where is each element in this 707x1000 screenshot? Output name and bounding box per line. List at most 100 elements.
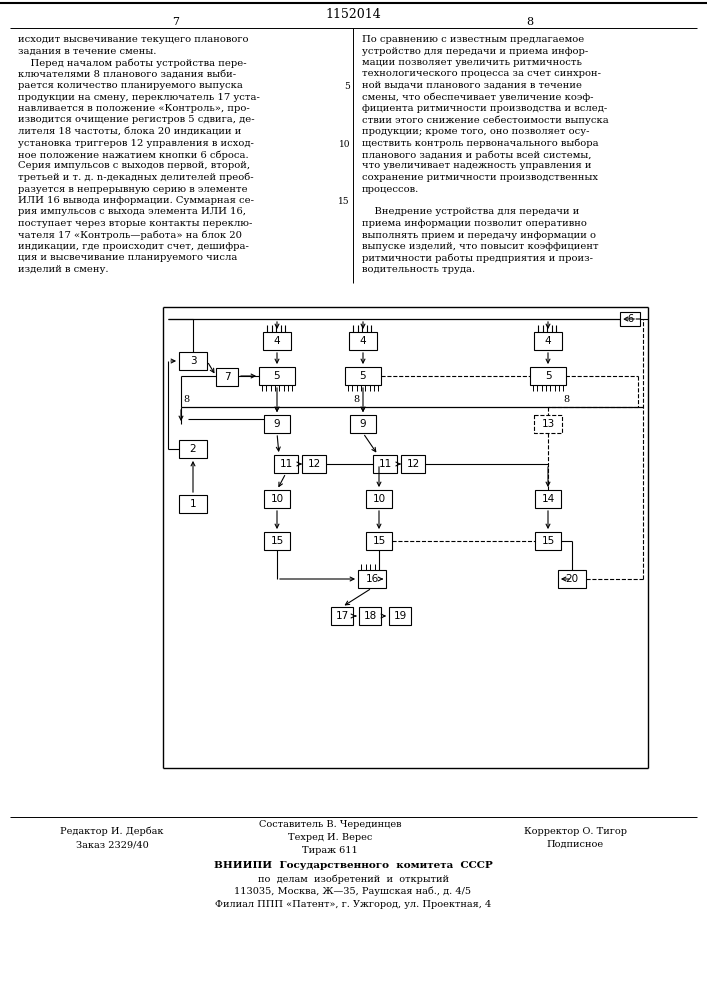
Text: 6: 6	[627, 314, 633, 324]
Bar	[331, 607, 353, 625]
Bar	[302, 455, 326, 473]
Text: поступает через вторые контакты переклю-: поступает через вторые контакты переклю-	[18, 219, 252, 228]
Text: ной выдачи планового задания в течение: ной выдачи планового задания в течение	[362, 81, 582, 90]
Bar	[264, 532, 290, 550]
Text: выпуске изделий, что повысит коэффициент: выпуске изделий, что повысит коэффициент	[362, 242, 599, 251]
Bar	[534, 415, 562, 433]
Text: ключателями 8 планового задания выби-: ключателями 8 планового задания выби-	[18, 70, 236, 79]
Text: мации позволяет увеличить ритмичность: мации позволяет увеличить ритмичность	[362, 58, 582, 67]
Text: Филиал ППП «Патент», г. Ужгород, ул. Проектная, 4: Филиал ППП «Патент», г. Ужгород, ул. Про…	[215, 900, 491, 909]
Text: Внедрение устройства для передачи и: Внедрение устройства для передачи и	[362, 208, 579, 217]
Text: продукции; кроме того, оно позволяет осу-: продукции; кроме того, оно позволяет осу…	[362, 127, 590, 136]
Text: продукции на смену, переключатель 17 уста-: продукции на смену, переключатель 17 уст…	[18, 93, 260, 102]
Text: технологического процесса за счет синхрон-: технологического процесса за счет синхро…	[362, 70, 601, 79]
Text: ция и высвечивание планируемого числа: ция и высвечивание планируемого числа	[18, 253, 238, 262]
Text: 4: 4	[360, 336, 366, 346]
Text: ществить контроль первоначального выбора: ществить контроль первоначального выбора	[362, 138, 599, 148]
Text: Составитель В. Черединцев: Составитель В. Черединцев	[259, 820, 402, 829]
Bar	[274, 455, 298, 473]
Bar	[535, 490, 561, 508]
Bar	[373, 455, 397, 473]
Bar	[345, 367, 381, 385]
Bar	[179, 495, 207, 513]
Text: 8: 8	[563, 395, 569, 404]
Text: 7: 7	[173, 17, 180, 27]
Text: по  делам  изобретений  и  открытий: по делам изобретений и открытий	[257, 874, 448, 884]
Text: 5: 5	[360, 371, 366, 381]
Text: ное положение нажатием кнопки 6 сброса.: ное положение нажатием кнопки 6 сброса.	[18, 150, 249, 159]
Text: изделий в смену.: изделий в смену.	[18, 265, 108, 274]
Text: рия импульсов с выхода элемента ИЛИ 16,: рия импульсов с выхода элемента ИЛИ 16,	[18, 208, 246, 217]
Text: сохранение ритмичности производственных: сохранение ритмичности производственных	[362, 173, 598, 182]
Text: 10: 10	[271, 494, 284, 504]
Bar	[530, 367, 566, 385]
Text: 8: 8	[527, 17, 534, 27]
Text: 7: 7	[223, 372, 230, 382]
Text: 12: 12	[308, 459, 321, 469]
Bar	[259, 367, 295, 385]
Text: 2: 2	[189, 444, 197, 454]
Text: 9: 9	[360, 419, 366, 429]
Text: смены, что обеспечивает увеличение коэф-: смены, что обеспечивает увеличение коэф-	[362, 93, 593, 102]
Text: что увеличивает надежность управления и: что увеличивает надежность управления и	[362, 161, 592, 170]
Text: 4: 4	[274, 336, 280, 346]
Text: 20: 20	[566, 574, 578, 584]
Text: задания в течение смены.: задания в течение смены.	[18, 46, 156, 55]
Bar	[263, 332, 291, 350]
Bar	[264, 415, 290, 433]
Bar	[535, 532, 561, 550]
Text: планового задания и работы всей системы,: планового задания и работы всей системы,	[362, 150, 592, 159]
Text: Корректор О. Тигор: Корректор О. Тигор	[523, 827, 626, 836]
Text: 13: 13	[542, 419, 554, 429]
Text: Тираж 611: Тираж 611	[302, 846, 358, 855]
Text: Заказ 2329/40: Заказ 2329/40	[76, 840, 148, 849]
Text: ритмичности работы предприятия и произ-: ритмичности работы предприятия и произ-	[362, 253, 593, 263]
Text: разуется в непрерывную серию в элементе: разуется в непрерывную серию в элементе	[18, 184, 247, 194]
Text: 1152014: 1152014	[325, 7, 381, 20]
Text: По сравнению с известным предлагаемое: По сравнению с известным предлагаемое	[362, 35, 584, 44]
Bar	[216, 368, 238, 386]
Text: 10: 10	[373, 494, 385, 504]
Text: 14: 14	[542, 494, 554, 504]
Bar	[620, 312, 640, 326]
Text: 8: 8	[183, 395, 189, 404]
Bar	[534, 332, 562, 350]
Bar	[366, 490, 392, 508]
Text: Техред И. Верес: Техред И. Верес	[288, 833, 372, 842]
Text: 4: 4	[544, 336, 551, 346]
Bar	[401, 455, 425, 473]
Text: 18: 18	[363, 611, 377, 621]
Text: исходит высвечивание текущего планового: исходит высвечивание текущего планового	[18, 35, 248, 44]
Bar	[358, 570, 386, 588]
Bar	[179, 440, 207, 458]
Text: 11: 11	[378, 459, 392, 469]
Text: устройство для передачи и приема инфор-: устройство для передачи и приема инфор-	[362, 46, 588, 55]
Bar	[389, 607, 411, 625]
Text: изводится очищение регистров 5 сдвига, де-: изводится очищение регистров 5 сдвига, д…	[18, 115, 255, 124]
Text: Редактор И. Дербак: Редактор И. Дербак	[60, 827, 164, 836]
Text: Подписное: Подписное	[547, 840, 604, 849]
Text: ИЛИ 16 вывода информации. Суммарная се-: ИЛИ 16 вывода информации. Суммарная се-	[18, 196, 254, 205]
Text: выполнять прием и передачу информации о: выполнять прием и передачу информации о	[362, 231, 596, 239]
Text: 16: 16	[366, 574, 379, 584]
Bar	[366, 532, 392, 550]
Text: водительность труда.: водительность труда.	[362, 265, 475, 274]
Text: чателя 17 «Контроль—работа» на блок 20: чателя 17 «Контроль—работа» на блок 20	[18, 231, 242, 240]
Text: 9: 9	[274, 419, 280, 429]
Text: 5: 5	[344, 82, 350, 91]
Text: 15: 15	[339, 197, 350, 206]
Text: 19: 19	[393, 611, 407, 621]
Bar	[349, 332, 377, 350]
Text: 3: 3	[189, 356, 197, 366]
Text: навливается в положение «Контроль», про-: навливается в положение «Контроль», про-	[18, 104, 250, 113]
Text: 5: 5	[544, 371, 551, 381]
Text: 8: 8	[353, 395, 359, 404]
Text: ствии этого снижение себестоимости выпуска: ствии этого снижение себестоимости выпус…	[362, 115, 609, 125]
Text: лителя 18 частоты, блока 20 индикации и: лителя 18 частоты, блока 20 индикации и	[18, 127, 241, 136]
Text: установка триггеров 12 управления в исход-: установка триггеров 12 управления в исхо…	[18, 138, 254, 147]
Text: индикации, где происходит счет, дешифра-: индикации, где происходит счет, дешифра-	[18, 242, 249, 251]
Text: 15: 15	[542, 536, 554, 546]
Text: 15: 15	[270, 536, 284, 546]
Text: 12: 12	[407, 459, 420, 469]
Text: приема информации позволит оперативно: приема информации позволит оперативно	[362, 219, 587, 228]
